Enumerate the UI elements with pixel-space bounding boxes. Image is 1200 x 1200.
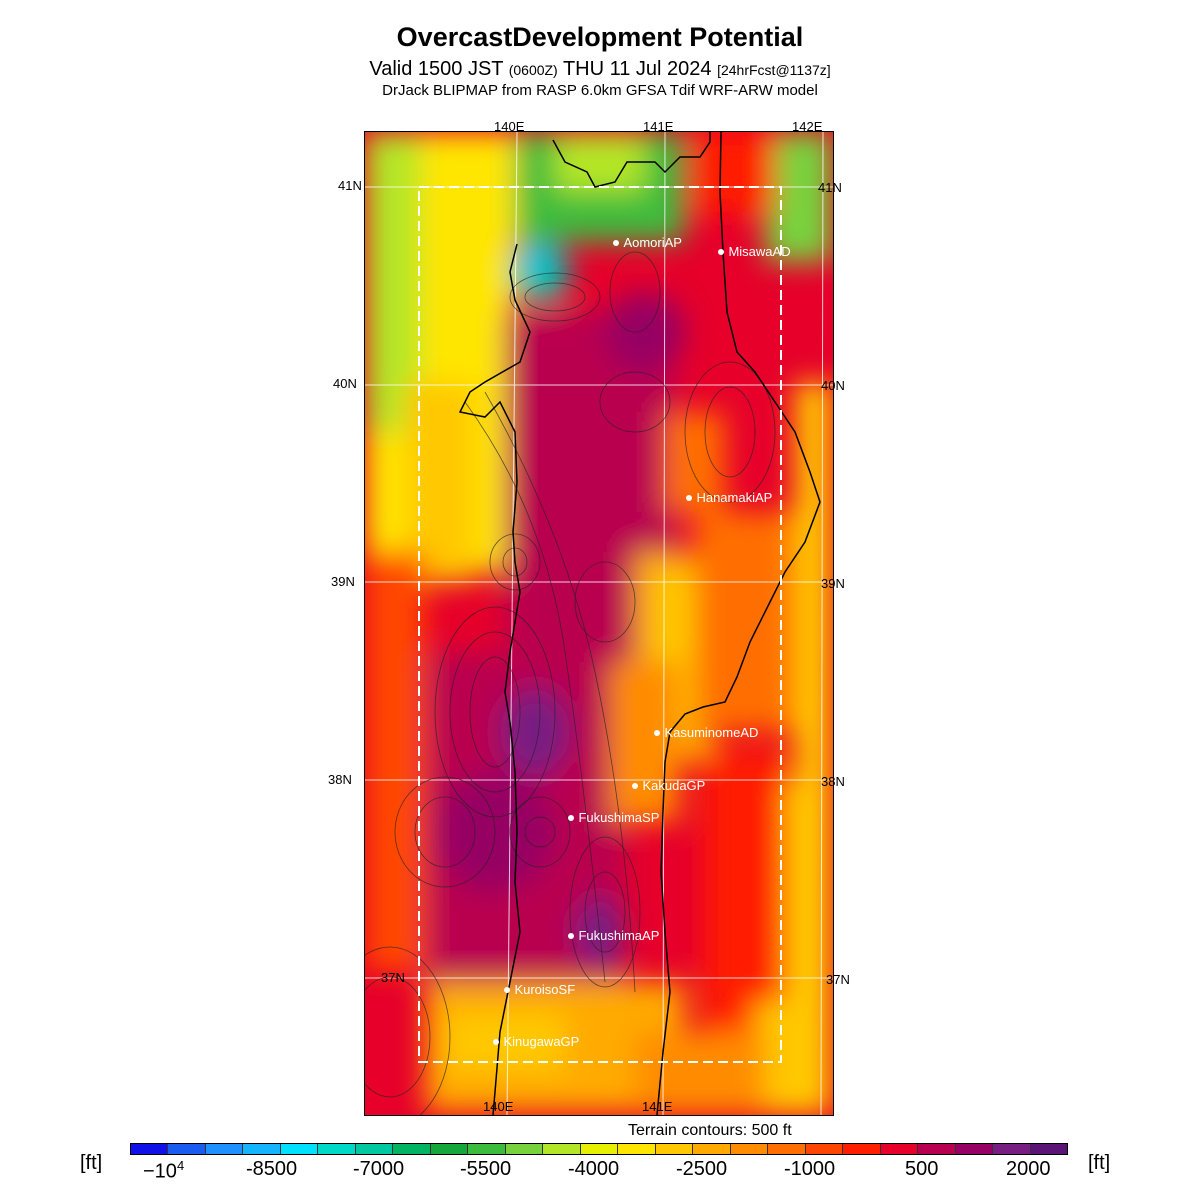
site-marker-icon: [568, 932, 574, 939]
lat-label-right: 40N: [821, 378, 845, 393]
colorbar-label-exponent: 4: [176, 1158, 185, 1173]
site-label: AomoriAP: [623, 235, 682, 250]
colorbar-label: -4000: [568, 1158, 620, 1180]
colorbar-swatch: [393, 1144, 431, 1154]
lat-label-left: 37N: [381, 970, 405, 985]
site-misawaad: MisawaAD: [718, 243, 791, 261]
forecast-info: [24hrFcst@1137z]: [717, 62, 831, 78]
site-label: HanamakiAP: [696, 490, 773, 505]
overcast-potential-map: [365, 132, 833, 1115]
site-label: KakudaGP: [642, 778, 706, 793]
valid-date: THU 11 Jul 2024: [562, 58, 712, 80]
site-label: KuroisoSF: [514, 982, 576, 997]
site-label: FukushimaSP: [578, 810, 660, 825]
valid-time-line: Valid 1500 JST (0600Z) THU 11 Jul 2024 […: [0, 58, 1200, 81]
colorbar: [130, 1143, 1068, 1155]
site-kinugawagp: KinugawaGP: [493, 1033, 579, 1051]
colorbar-swatch: [430, 1144, 469, 1154]
lat-label-right: 39N: [821, 576, 845, 591]
site-kuroisosf: KuroisoSF: [504, 981, 575, 999]
site-label: MisawaAD: [728, 244, 791, 259]
site-kasuminomead: KasuminomeAD: [654, 724, 758, 742]
site-kakudagp: KakudaGP: [632, 777, 705, 795]
site-aomoriap: AomoriAP: [613, 234, 682, 252]
map-panel: AomoriAP MisawaAD HanamakiAP KasuminomeA…: [364, 131, 834, 1116]
colorbar-label: -5500: [460, 1158, 512, 1180]
colorbar-swatch: [655, 1144, 694, 1154]
model-line: DrJack BLIPMAP from RASP 6.0km GFSA Tdif…: [382, 82, 818, 99]
colorbar-swatch: [993, 1144, 1031, 1154]
colorbar-swatch: [805, 1144, 844, 1154]
colorbar-swatch: [618, 1144, 656, 1154]
colorbar-swatch: [205, 1144, 244, 1154]
map-title: OvercastDevelopment Potential: [396, 22, 804, 52]
lat-label-left: 39N: [331, 574, 355, 589]
colorbar-swatch: [243, 1144, 281, 1154]
colorbar-swatch: [880, 1144, 919, 1154]
lon-label-bottom: 140E: [483, 1099, 514, 1114]
colorbar-swatch: [955, 1144, 994, 1154]
site-marker-icon: [613, 239, 619, 246]
unit-label-left: [ft]: [80, 1152, 103, 1174]
site-marker-icon: [493, 1038, 499, 1045]
site-marker-icon: [632, 782, 638, 789]
colorbar-label-base: −10: [143, 1160, 177, 1183]
colorbar-swatch: [1030, 1144, 1068, 1154]
site-label: KinugawaGP: [503, 1034, 580, 1049]
site-fukushimaap: FukushimaAP: [568, 927, 659, 945]
colorbar-label: -7000: [353, 1158, 405, 1180]
colorbar-swatch: [768, 1144, 806, 1154]
colorbar-swatch: [505, 1144, 544, 1154]
colorbar-label: -8500: [246, 1158, 298, 1180]
colorbar-swatch: [168, 1144, 206, 1154]
lon-label-top: 140E: [494, 119, 525, 134]
lon-label-top: 142E: [792, 119, 823, 134]
colorbar-label: 2000: [1006, 1158, 1051, 1180]
site-marker-icon: [568, 814, 574, 821]
colorbar-swatch: [468, 1144, 506, 1154]
site-label: KasuminomeAD: [664, 725, 759, 740]
colorbar-label: -2500: [676, 1158, 728, 1180]
site-marker-icon: [654, 729, 660, 736]
unit-label-right: [ft]: [1088, 1152, 1111, 1174]
lat-label-left: 40N: [333, 376, 357, 391]
colorbar-swatch: [131, 1144, 169, 1154]
site-label: FukushimaAP: [578, 928, 660, 943]
site-fukushimasp: FukushimaSP: [568, 809, 659, 827]
lat-label-left: 41N: [338, 178, 362, 193]
colorbar-swatch: [543, 1144, 581, 1154]
utc-time: (0600Z): [508, 62, 558, 78]
site-marker-icon: [504, 986, 510, 993]
colorbar-swatch: [355, 1144, 394, 1154]
colorbar-swatch: [580, 1144, 619, 1154]
colorbar-label: −104: [143, 1158, 184, 1184]
colorbar-swatch: [918, 1144, 956, 1154]
site-marker-icon: [686, 494, 692, 501]
valid-prefix: Valid 1500 JST: [369, 58, 504, 80]
colorbar-label: -1000: [784, 1158, 836, 1180]
lon-label-bottom: 141E: [642, 1099, 673, 1114]
lat-label-right: 38N: [821, 774, 845, 789]
site-hanamakiap: HanamakiAP: [686, 489, 772, 507]
lat-label-right: 41N: [818, 180, 842, 195]
site-marker-icon: [718, 248, 724, 255]
colorbar-swatch: [318, 1144, 356, 1154]
colorbar-label: 500: [905, 1158, 939, 1180]
lat-label-right: 37N: [826, 972, 850, 987]
colorbar-swatch: [693, 1144, 731, 1154]
colorbar-swatch: [843, 1144, 881, 1154]
lon-label-top: 141E: [643, 119, 674, 134]
terrain-contour-note: Terrain contours: 500 ft: [628, 1122, 792, 1139]
colorbar-swatch: [730, 1144, 769, 1154]
lat-label-left: 38N: [328, 772, 352, 787]
colorbar-swatch: [280, 1144, 319, 1154]
